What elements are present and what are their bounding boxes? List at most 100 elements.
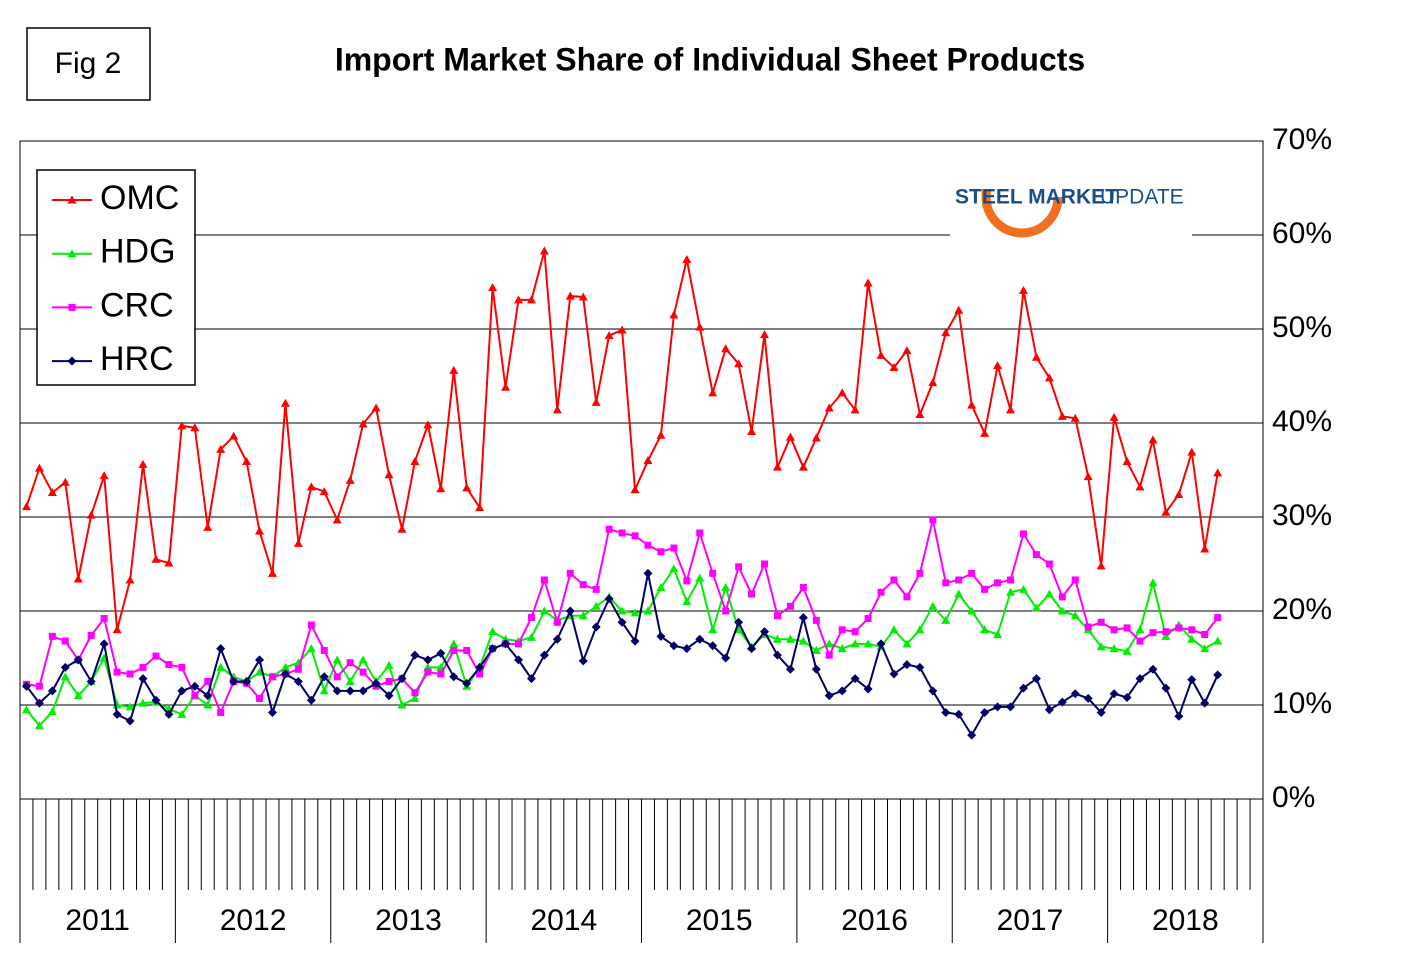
data-point: [772, 462, 782, 471]
data-point: [578, 292, 588, 301]
data-point: [1175, 624, 1183, 632]
data-point: [319, 686, 329, 695]
data-point: [1201, 631, 1209, 638]
data-point: [552, 405, 562, 414]
data-point: [307, 621, 315, 629]
data-point: [631, 532, 639, 540]
data-point: [526, 674, 536, 684]
data-point: [747, 426, 757, 435]
data-point: [61, 637, 69, 645]
data-point: [1110, 626, 1118, 634]
data-point: [1045, 560, 1053, 568]
data-point: [73, 655, 83, 665]
data-point: [915, 662, 925, 672]
data-point: [306, 482, 316, 491]
data-point: [876, 639, 886, 649]
x-year-label: 2016: [841, 904, 908, 937]
data-point: [928, 686, 938, 696]
data-point: [838, 626, 846, 634]
data-point: [87, 631, 95, 639]
data-point: [1135, 674, 1145, 684]
data-point: [1122, 646, 1132, 655]
data-point: [320, 646, 328, 654]
data-point: [669, 310, 679, 319]
data-point: [345, 475, 355, 484]
legend: OMC HDG CRC HRC: [36, 169, 196, 386]
data-point: [462, 678, 472, 688]
data-point: [1070, 413, 1080, 422]
data-point: [981, 585, 989, 593]
data-point: [889, 363, 899, 372]
data-point: [1032, 551, 1040, 559]
data-point: [1148, 578, 1158, 587]
data-point: [785, 432, 795, 441]
data-point: [824, 403, 834, 412]
data-point: [889, 669, 899, 679]
logo-text-bold: STEEL MARKET: [955, 186, 1118, 209]
data-point: [1122, 692, 1132, 702]
data-point: [682, 254, 692, 263]
data-point: [993, 361, 1003, 370]
data-point: [513, 655, 523, 665]
data-point: [462, 483, 472, 492]
data-point: [359, 668, 367, 676]
legend-marker: [67, 356, 77, 366]
data-point: [332, 515, 342, 524]
data-point: [1162, 628, 1170, 636]
y-tick-label: 50%: [1272, 311, 1332, 344]
data-point: [1135, 482, 1145, 491]
data-point: [617, 606, 627, 615]
data-point: [1006, 405, 1016, 414]
data-point: [695, 634, 705, 644]
data-point: [863, 684, 873, 694]
data-point: [86, 510, 96, 519]
data-point: [630, 485, 640, 494]
data-point: [592, 585, 600, 593]
data-point: [941, 708, 951, 718]
data-point: [151, 554, 161, 563]
data-point: [319, 487, 329, 496]
data-point: [384, 661, 394, 670]
data-point: [293, 677, 303, 686]
data-point: [267, 568, 277, 577]
data-point: [151, 695, 161, 705]
data-point: [916, 569, 924, 577]
data-point: [178, 663, 186, 671]
data-point: [164, 558, 174, 567]
data-point: [799, 584, 807, 591]
data-point: [48, 632, 56, 640]
data-point: [967, 730, 977, 740]
data-point: [1096, 642, 1106, 651]
data-point: [1174, 711, 1184, 721]
data-point: [177, 709, 187, 718]
data-point: [475, 662, 485, 672]
data-point: [1031, 603, 1041, 612]
data-point: [488, 644, 498, 654]
data-point: [100, 615, 108, 623]
data-point: [60, 477, 70, 486]
data-point: [773, 612, 781, 620]
data-point: [657, 548, 665, 556]
data-point: [798, 636, 808, 645]
data-point: [954, 589, 964, 598]
data-point: [1136, 637, 1144, 645]
data-point: [539, 246, 549, 255]
data-point: [345, 686, 355, 696]
data-point: [747, 644, 757, 654]
data-point: [1161, 631, 1171, 640]
data-point: [760, 330, 770, 339]
data-point: [190, 681, 200, 691]
data-point: [812, 616, 820, 624]
data-point: [139, 663, 147, 671]
data-point: [968, 569, 976, 577]
data-point: [928, 601, 938, 610]
data-point: [617, 325, 627, 334]
data-point: [825, 651, 833, 659]
data-point: [578, 611, 588, 620]
data-point: [1044, 589, 1054, 598]
data-point: [670, 544, 678, 552]
data-point: [34, 721, 44, 730]
data-point: [540, 576, 548, 584]
y-tick-label: 10%: [1272, 687, 1332, 720]
